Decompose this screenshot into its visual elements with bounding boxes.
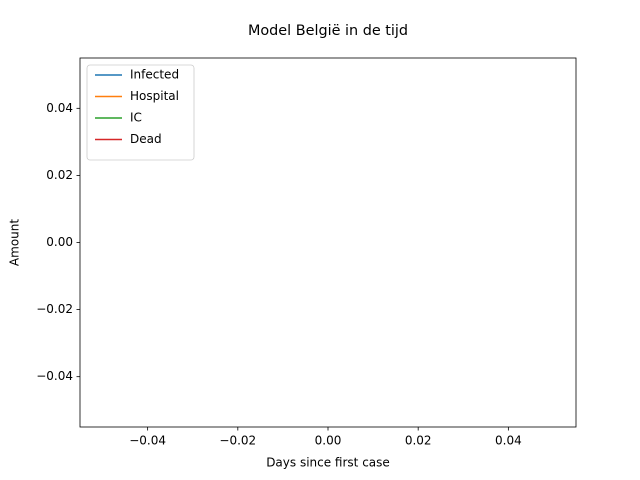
x-tick-label: −0.02	[219, 434, 256, 448]
x-axis-label: Days since first case	[266, 456, 390, 470]
legend-box	[86, 64, 195, 161]
y-tick-label: −0.02	[36, 302, 73, 316]
y-tick-label: −0.04	[36, 369, 73, 383]
y-axis-label: Amount	[8, 219, 22, 266]
chart-title: Model België in de tijd	[248, 23, 408, 39]
legend-label: Infected	[130, 68, 179, 82]
x-tick-label: 0.02	[405, 434, 432, 448]
x-tick-label: 0.00	[315, 434, 342, 448]
y-tick-label: 0.00	[46, 235, 73, 249]
y-tick-label: 0.02	[46, 168, 73, 182]
y-tick-label: 0.04	[46, 101, 73, 115]
plot-frame	[79, 57, 577, 428]
x-tick-label: −0.04	[129, 434, 166, 448]
legend-label: Hospital	[130, 89, 179, 103]
legend-label: IC	[130, 111, 142, 125]
x-tick-label: 0.04	[495, 434, 522, 448]
legend-label: Dead	[130, 132, 162, 146]
